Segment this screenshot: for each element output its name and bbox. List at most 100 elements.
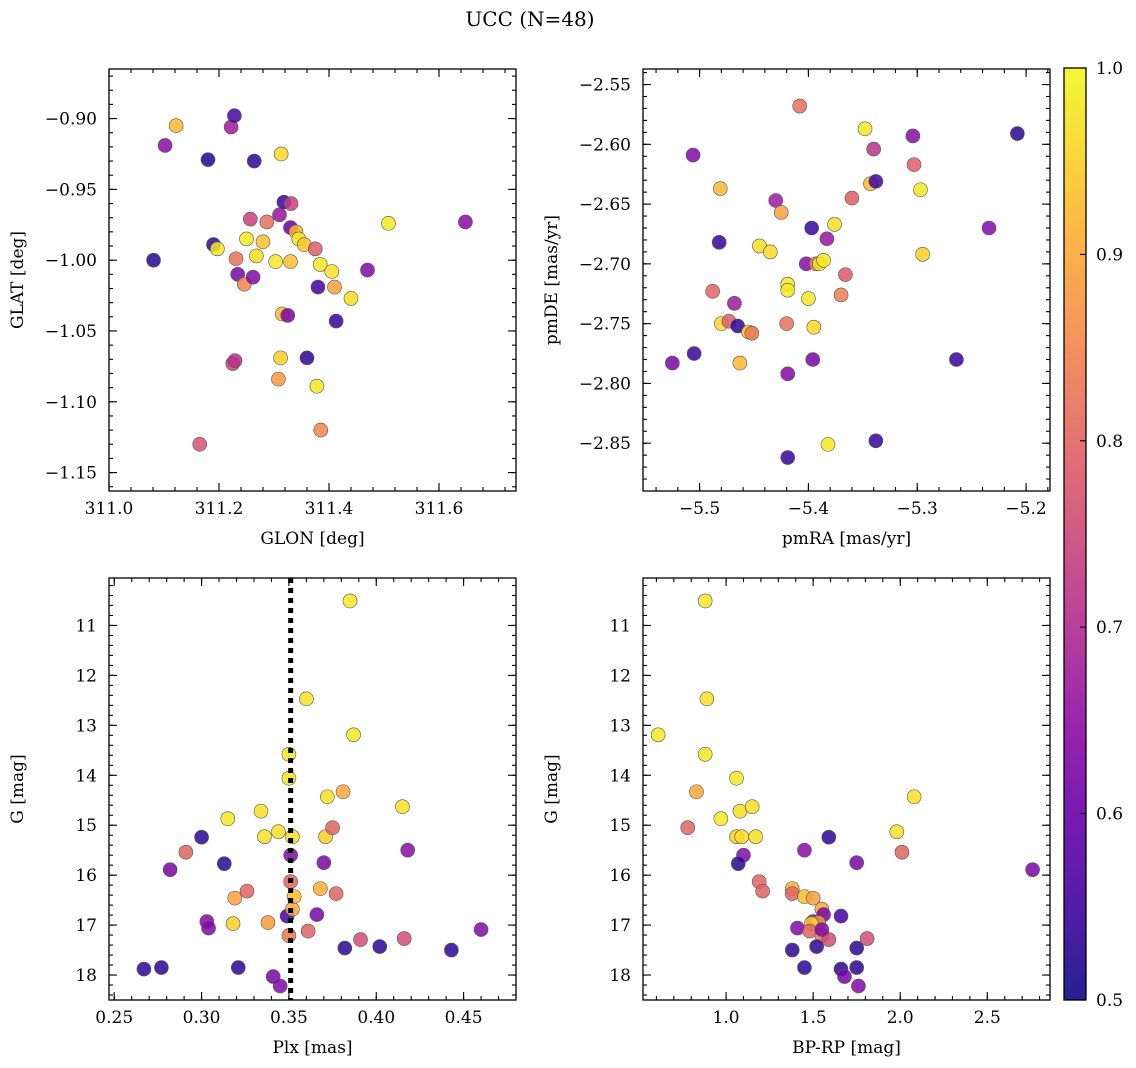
scatter-point (343, 291, 359, 306)
scatter-point (699, 691, 715, 707)
y-tick-label: −0.95 (45, 180, 97, 200)
scatter-point (272, 978, 288, 994)
scatter-point (168, 118, 184, 133)
scatter-point (732, 355, 748, 371)
x-tick-label: 311.6 (415, 499, 464, 519)
x-tick-label: 0.25 (95, 1008, 133, 1028)
scatter-point (773, 205, 789, 220)
scatter-point (806, 319, 822, 335)
scatter-point (273, 146, 289, 162)
y-tick-label: 18 (75, 966, 97, 986)
scatter-point (732, 803, 748, 819)
scatter-point (768, 193, 784, 208)
scatter-point (381, 216, 396, 231)
y-tick-label: 16 (75, 866, 97, 886)
y-axis-label: pmDE [mas/yr] (542, 215, 562, 345)
scatter-point (216, 856, 232, 871)
scatter-point (283, 254, 298, 269)
scatter-point (360, 262, 375, 278)
scatter-point (906, 789, 922, 805)
scatter-point (337, 940, 353, 956)
scatter-point (744, 325, 760, 341)
scatter-point (146, 252, 161, 268)
scatter-point (260, 915, 276, 930)
scatter-point (844, 190, 860, 206)
panel-pmra-pmde: −5.5 −5.4 −5.3 −5.2 −2.55 −2.60 −2.65 −2.70 −2.7… (542, 68, 1051, 549)
scatter-point (819, 231, 835, 247)
y-tick-label: 15 (75, 816, 97, 836)
scatter-point (192, 436, 208, 452)
colorbar-tick-label: 0.8 (1096, 432, 1123, 452)
scatter-point (820, 437, 836, 452)
scatter-point (309, 378, 325, 394)
scatter-point (780, 450, 796, 465)
scatter-point (755, 883, 770, 899)
scatter-point (859, 931, 875, 946)
scatter-point (686, 346, 702, 361)
scatter-point (228, 251, 244, 267)
scatter-point (310, 279, 326, 295)
scatter-point (827, 217, 842, 232)
scatter-point (805, 890, 821, 906)
x-axis-label: GLON [deg] (260, 529, 364, 549)
y-tick-label: −1.15 (45, 464, 97, 484)
points (146, 108, 473, 452)
y-tick-label: −2.80 (579, 374, 631, 394)
scatter-point (763, 244, 778, 260)
scatter-point (838, 267, 853, 282)
colorbar-tick-label: 0.7 (1096, 618, 1123, 638)
scatter-point (271, 371, 286, 387)
scatter-point (748, 829, 763, 844)
x-tick-label: 1.0 (713, 1008, 740, 1028)
scatter-point (680, 820, 696, 836)
scatter-point (857, 121, 873, 137)
y-tick-label: 17 (609, 916, 631, 936)
scatter-point (711, 235, 727, 250)
panel-bprp-g: 1.0 1.5 2.0 2.5 11 12 13 14 15 16 17 18 BP-RP [mag] G… (542, 577, 1051, 1058)
x-tick-label: 311.0 (85, 499, 134, 519)
scatter-point (230, 960, 246, 975)
scatter-point (239, 883, 255, 899)
y-tick-label: −2.70 (579, 255, 631, 275)
scatter-point (792, 98, 808, 114)
scatter-point (400, 842, 415, 858)
y-tick-label: 17 (75, 916, 97, 936)
scatter-point (249, 248, 264, 264)
scatter-point (313, 422, 329, 438)
panel-glon-glat: 311.0 311.2 311.4 311.6 −0.90 −0.95 −1.00 −1.05… (8, 68, 517, 549)
y-tick-label: 14 (75, 766, 97, 786)
scatter-point (833, 908, 849, 924)
scatter-point (797, 842, 812, 858)
y-tick-label: −2.65 (579, 195, 631, 215)
y-tick-label: 13 (609, 716, 631, 736)
scatter-point (473, 922, 489, 937)
points (136, 593, 489, 994)
scatter-point (1025, 862, 1040, 877)
plot-frame (642, 577, 1051, 1001)
scatter-point (851, 978, 866, 994)
scatter-point (313, 881, 328, 896)
scatter-point (868, 433, 884, 449)
figure-title: UCC (N=48) (465, 7, 594, 31)
panels: 311.0 311.2 311.4 311.6 −0.90 −0.95 −1.00 −1.05… (8, 68, 1051, 1058)
scatter-point (268, 254, 283, 269)
scatter-point (396, 931, 412, 946)
points (650, 593, 1040, 994)
y-axis-label: G [mag] (8, 754, 28, 823)
scatter-point (697, 593, 713, 609)
scatter-point (816, 252, 831, 268)
scatter-point (243, 211, 258, 227)
scatter-point (157, 138, 173, 153)
scatter-point (729, 770, 744, 786)
scatter-point (245, 269, 261, 285)
scatter-point (316, 855, 332, 870)
colorbar-tick-label: 0.5 (1096, 991, 1123, 1011)
scatter-point (797, 960, 812, 975)
scatter-point (1010, 126, 1025, 141)
scatter-point (894, 844, 910, 860)
scatter-point (220, 811, 236, 827)
scatter-point (866, 141, 882, 157)
scatter-point (889, 824, 905, 839)
scatter-point (780, 282, 796, 298)
